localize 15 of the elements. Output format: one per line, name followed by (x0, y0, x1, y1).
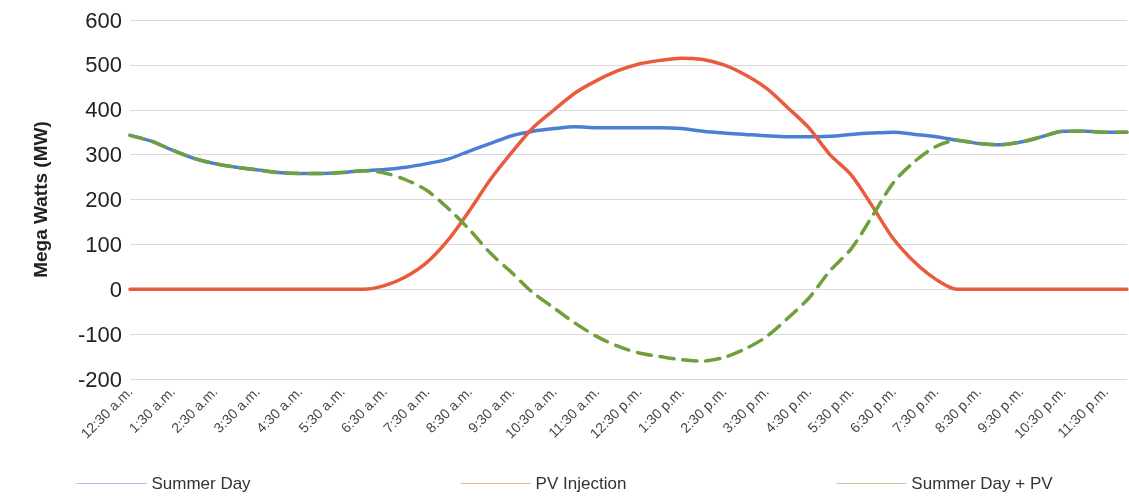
y-tick-label: -100 (77, 321, 122, 347)
y-axis-title: Mega Watts (MW) (30, 121, 51, 278)
y-tick-label: -200 (77, 366, 122, 392)
legend-label: Summer Day (151, 474, 252, 493)
y-tick-label: 100 (85, 231, 122, 257)
y-tick-label: 500 (85, 52, 122, 78)
line-series (128, 129, 1129, 363)
line-series (128, 56, 1129, 291)
legend-label: PV Injection (535, 474, 627, 493)
y-tick-label: 200 (85, 187, 122, 212)
y-tick-label: 600 (85, 7, 122, 33)
y-tick-label: 300 (85, 142, 122, 168)
y-tick-label: 400 (85, 97, 122, 123)
legend-label: Summer Day + PV (911, 474, 1054, 493)
y-tick-label: 0 (109, 276, 122, 302)
